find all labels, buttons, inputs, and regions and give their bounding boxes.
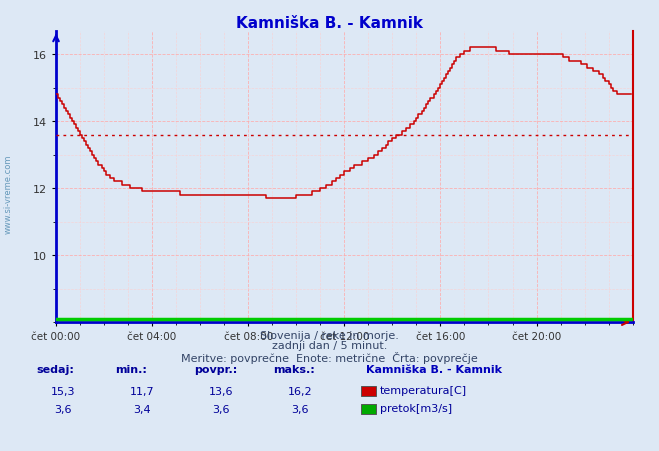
Text: www.si-vreme.com: www.si-vreme.com [3,154,13,234]
Text: povpr.:: povpr.: [194,364,238,374]
Text: pretok[m3/s]: pretok[m3/s] [380,403,451,413]
Text: temperatura[C]: temperatura[C] [380,385,467,395]
Text: Meritve: povprečne  Enote: metrične  Črta: povprečje: Meritve: povprečne Enote: metrične Črta:… [181,351,478,363]
Text: Kamniška B. - Kamnik: Kamniška B. - Kamnik [236,16,423,31]
Text: maks.:: maks.: [273,364,315,374]
Text: 3,6: 3,6 [54,404,71,414]
Text: 3,6: 3,6 [212,404,229,414]
Text: 3,4: 3,4 [133,404,150,414]
Text: 16,2: 16,2 [287,386,312,396]
Text: 13,6: 13,6 [208,386,233,396]
Text: 11,7: 11,7 [129,386,154,396]
Text: sedaj:: sedaj: [36,364,74,374]
Text: 3,6: 3,6 [291,404,308,414]
Text: min.:: min.: [115,364,147,374]
Text: Slovenija / reke in morje.: Slovenija / reke in morje. [260,330,399,340]
Text: zadnji dan / 5 minut.: zadnji dan / 5 minut. [272,341,387,350]
Text: 15,3: 15,3 [50,386,75,396]
Text: Kamniška B. - Kamnik: Kamniška B. - Kamnik [366,364,501,374]
